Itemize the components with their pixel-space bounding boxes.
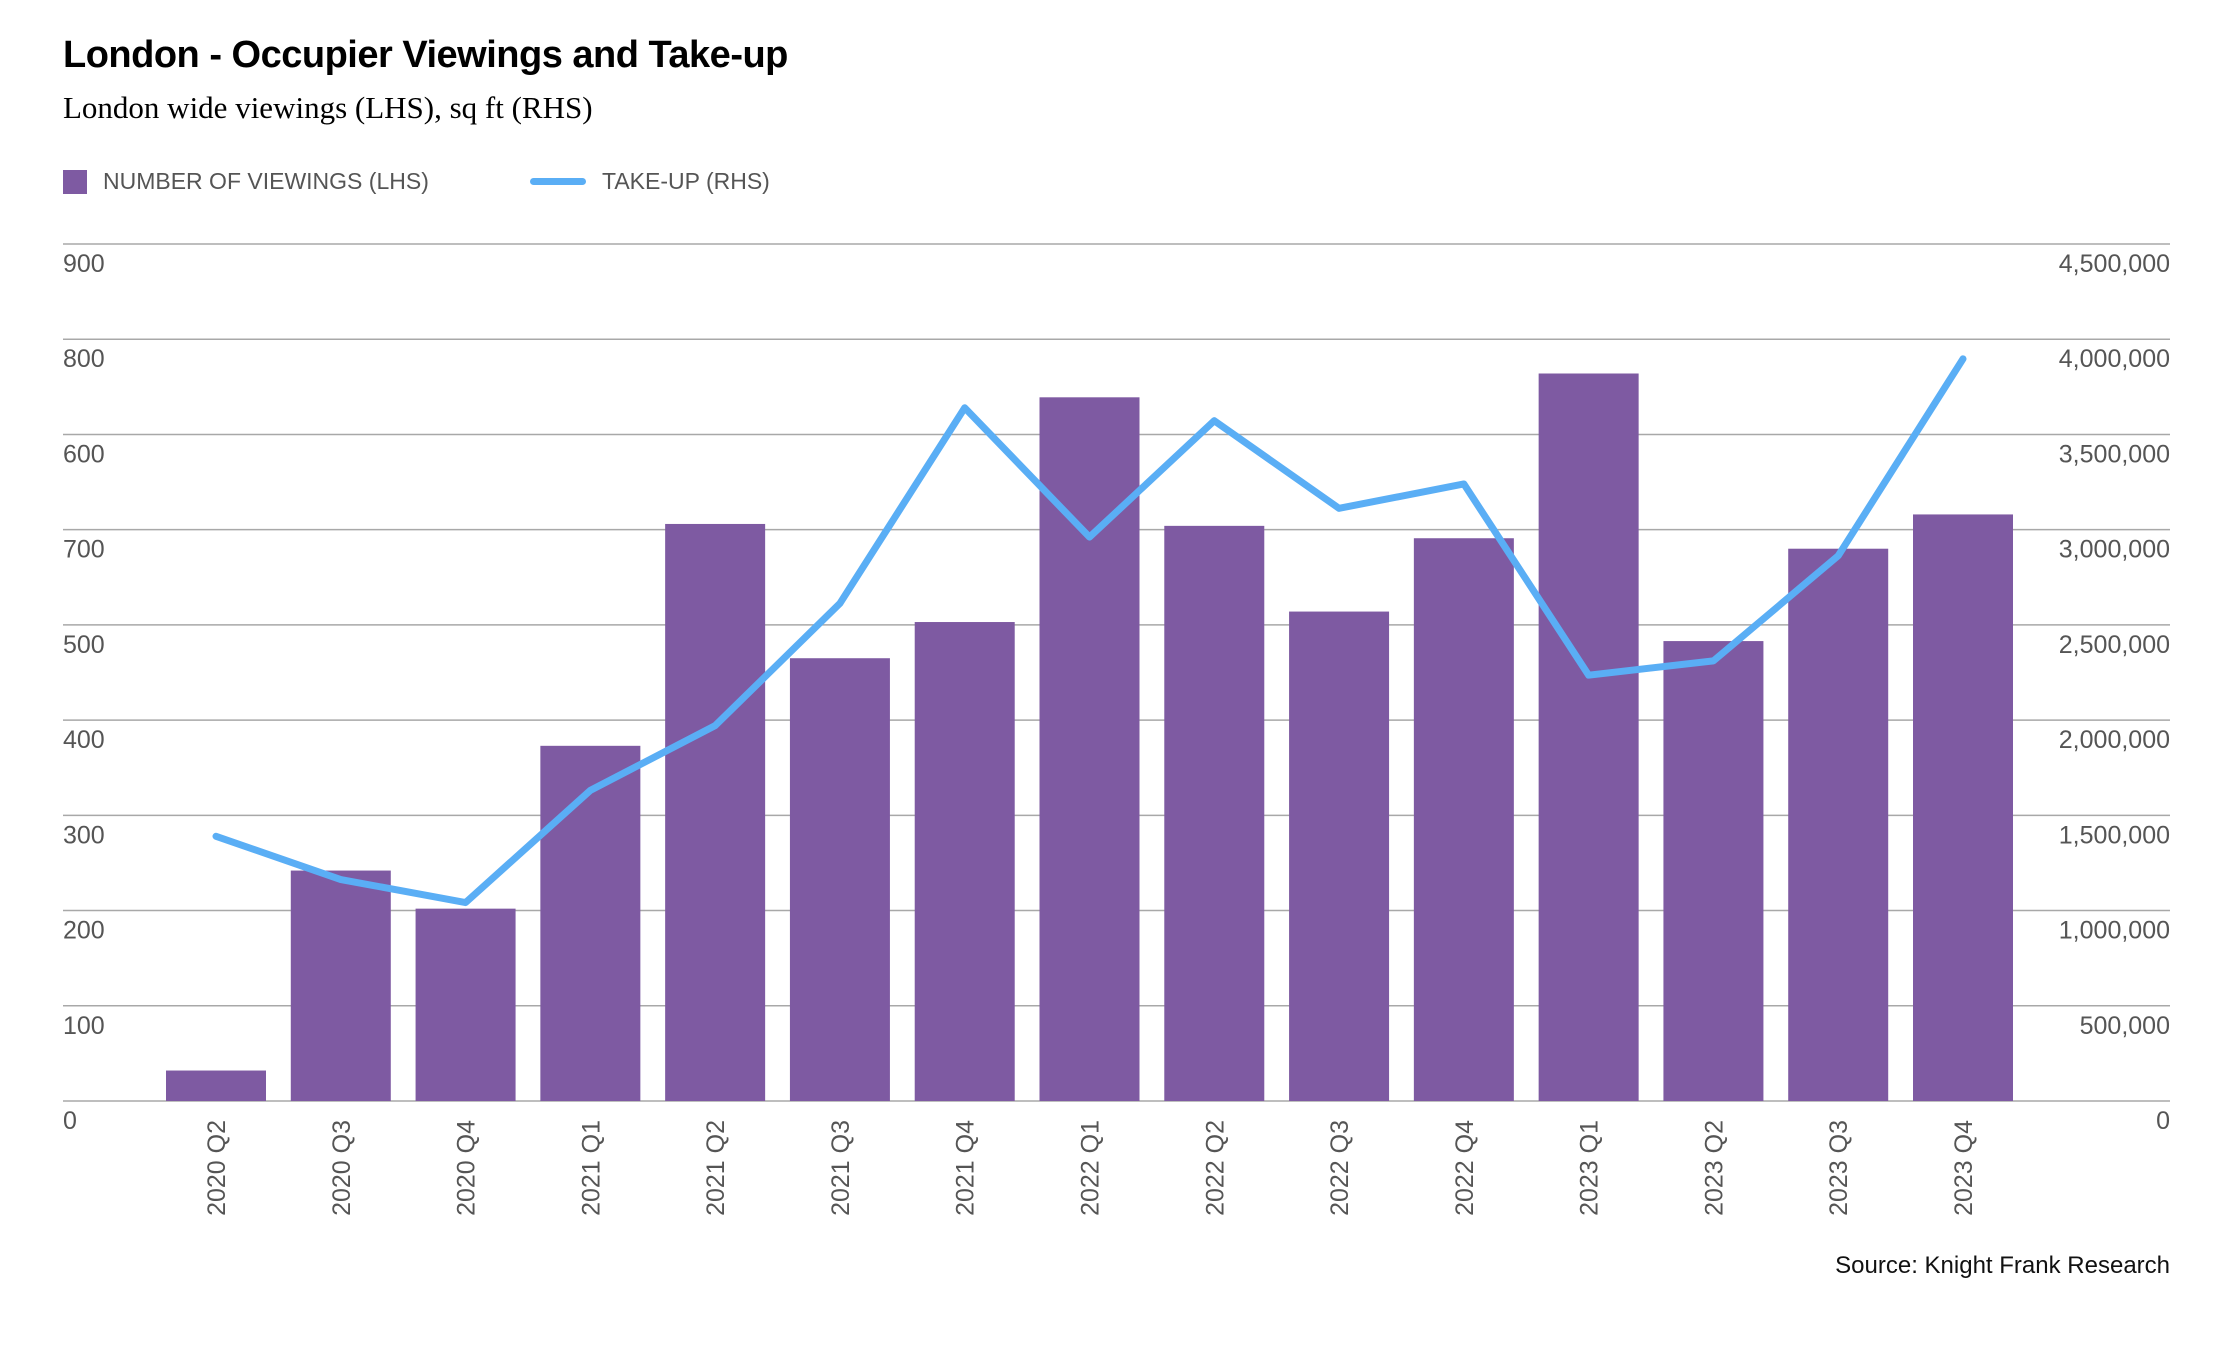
x-axis-tick-label: 2020 Q4 (453, 1120, 481, 1216)
right-axis-tick-label: 3,000,000 (2059, 536, 2170, 564)
left-axis-tick-label: 200 (63, 917, 105, 945)
right-axis-tick-label: 1,000,000 (2059, 917, 2170, 945)
x-axis-tick-label: 2022 Q4 (1451, 1120, 1479, 1216)
bar-viewings (1413, 538, 1514, 1101)
bar-viewings (166, 1070, 266, 1101)
left-axis-tick-label: 800 (63, 345, 105, 373)
right-axis-tick-label: 3,500,000 (2059, 440, 2170, 468)
left-axis-tick-label: 500 (63, 631, 105, 659)
legend-bar-swatch (63, 169, 87, 194)
right-axis-tick-label: 1,500,000 (2059, 821, 2170, 849)
x-axis-tick-label: 2022 Q2 (1201, 1120, 1229, 1216)
bar-viewings (1289, 611, 1390, 1101)
left-axis-tick-label: 900 (63, 250, 105, 278)
bar-viewings (665, 523, 766, 1101)
legend-item-takeup: TAKE-UP (RHS) (530, 168, 770, 195)
x-axis-tick-label: 2023 Q1 (1576, 1120, 1604, 1216)
x-axis-tick-label: 2021 Q1 (577, 1120, 605, 1216)
chart-title: London - Occupier Viewings and Take-up (63, 34, 788, 76)
bar-viewings (415, 908, 516, 1101)
left-axis-tick-label: 700 (63, 536, 105, 564)
legend-label-takeup: TAKE-UP (RHS) (602, 168, 770, 194)
right-axis-tick-label: 2,000,000 (2059, 726, 2170, 754)
bar-viewings (1913, 514, 2013, 1101)
left-axis-tick-label: 400 (63, 726, 105, 754)
x-axis-tick-label: 2023 Q4 (1950, 1120, 1978, 1216)
x-axis-tick-label: 2020 Q2 (203, 1120, 231, 1216)
bar-viewings (914, 622, 1015, 1101)
bar-viewings (290, 870, 391, 1101)
legend-label-viewings: NUMBER OF VIEWINGS (LHS) (103, 168, 429, 194)
bar-viewings (1788, 548, 1889, 1101)
left-axis-tick-label: 600 (63, 440, 105, 468)
left-axis-tick-label: 0 (63, 1107, 77, 1135)
x-axis-tick-label: 2021 Q4 (952, 1120, 980, 1216)
x-axis-tick-label: 2022 Q3 (1326, 1120, 1354, 1216)
bar-viewings (1663, 641, 1764, 1101)
right-axis-tick-label: 2,500,000 (2059, 631, 2170, 659)
x-axis-tick-label: 2022 Q1 (1077, 1120, 1105, 1216)
legend-line-swatch (530, 178, 586, 185)
legend-item-viewings: NUMBER OF VIEWINGS (LHS) (63, 168, 429, 195)
right-axis-tick-label: 4,000,000 (2059, 345, 2170, 373)
right-axis-tick-label: 500,000 (2080, 1012, 2170, 1040)
bar-viewings (1039, 397, 1140, 1102)
right-axis-tick-label: 0 (2156, 1107, 2170, 1135)
x-axis-tick-label: 2021 Q3 (827, 1120, 855, 1216)
left-axis-tick-label: 300 (63, 821, 105, 849)
chart-subtitle: London wide viewings (LHS), sq ft (RHS) (63, 90, 593, 125)
bar-viewings (1164, 525, 1265, 1101)
bar-viewings (789, 658, 890, 1101)
left-axis-tick-label: 100 (63, 1012, 105, 1040)
x-axis-tick-label: 2021 Q2 (702, 1120, 730, 1216)
right-axis-tick-label: 4,500,000 (2059, 250, 2170, 278)
x-axis-tick-label: 2020 Q3 (328, 1120, 356, 1216)
source-note: Source: Knight Frank Research (1835, 1252, 2170, 1279)
x-axis-tick-label: 2023 Q3 (1825, 1120, 1853, 1216)
bar-viewings (1538, 373, 1639, 1102)
bar-viewings (540, 745, 641, 1101)
x-axis-tick-label: 2023 Q2 (1700, 1120, 1728, 1216)
